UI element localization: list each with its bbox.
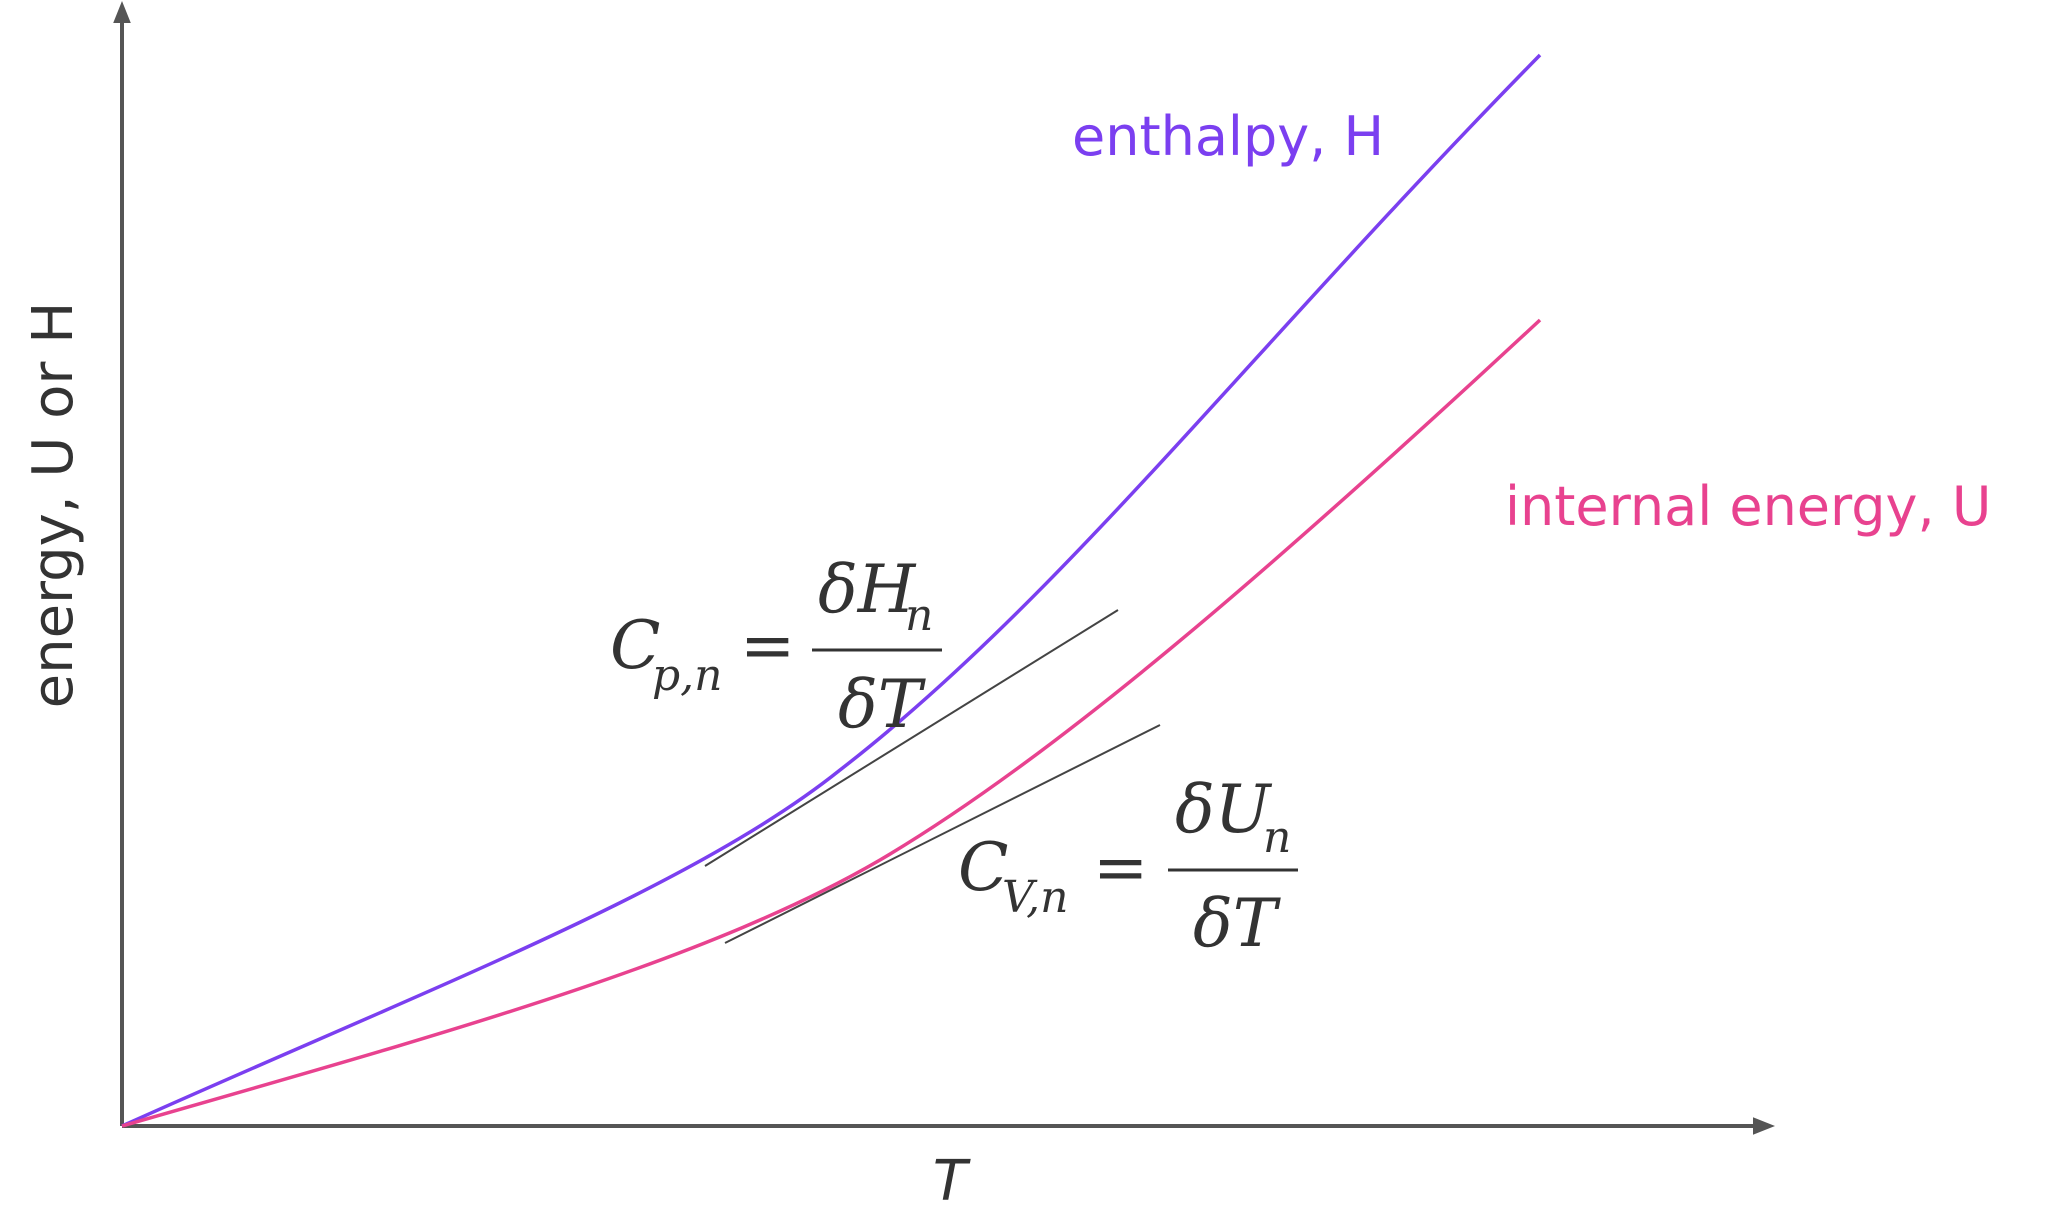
internal-energy-label: internal energy, U (1505, 475, 1991, 538)
enthalpy-tangent-line (704, 609, 1119, 867)
cp-symbol: C (610, 607, 661, 684)
cv-symbol: C (958, 829, 1009, 906)
internal-energy-tangent-line (724, 724, 1161, 944)
cp-subscript: p,n (652, 650, 723, 701)
cv-equals: = (1093, 829, 1148, 906)
cv-equation: C V,n = δU n δT (958, 771, 1298, 962)
cv-denominator: δT (1193, 885, 1282, 962)
cv-numerator-subscript: n (1263, 812, 1291, 863)
cv-subscript: V,n (1002, 872, 1068, 923)
cp-numerator-subscript: n (905, 590, 933, 641)
enthalpy-label: enthalpy, H (1072, 105, 1384, 168)
y-axis-label: energy, U or H (21, 302, 86, 709)
x-axis-label: T (933, 1149, 971, 1214)
enthalpy-curve (121, 53, 1542, 1128)
cp-equation: C p,n = δH n δT (610, 551, 942, 743)
cv-numerator: δU (1175, 771, 1273, 848)
cp-denominator: δT (838, 666, 927, 743)
cp-equals: = (740, 607, 795, 684)
cp-numerator: δH (818, 551, 917, 628)
internal-energy-curve (121, 318, 1542, 1128)
